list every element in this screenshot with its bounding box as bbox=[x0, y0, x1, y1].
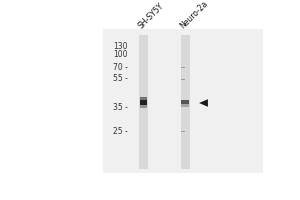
Bar bbox=[103, 29, 263, 173]
Text: 70 -: 70 - bbox=[113, 63, 128, 72]
Text: 55 -: 55 - bbox=[113, 74, 128, 83]
Polygon shape bbox=[199, 99, 208, 107]
Text: 130: 130 bbox=[114, 42, 128, 51]
Bar bbox=[140, 100, 147, 105]
Bar bbox=[139, 35, 148, 169]
Bar bbox=[182, 104, 189, 107]
Text: 100: 100 bbox=[114, 50, 128, 59]
Bar bbox=[181, 35, 190, 169]
Bar bbox=[140, 105, 147, 108]
Bar bbox=[140, 97, 147, 100]
Bar bbox=[182, 100, 189, 104]
Text: SH-SY5Y: SH-SY5Y bbox=[137, 1, 166, 30]
Text: Neuro-2a: Neuro-2a bbox=[179, 0, 210, 30]
Text: 35 -: 35 - bbox=[113, 103, 128, 112]
Text: 25 -: 25 - bbox=[113, 127, 128, 136]
